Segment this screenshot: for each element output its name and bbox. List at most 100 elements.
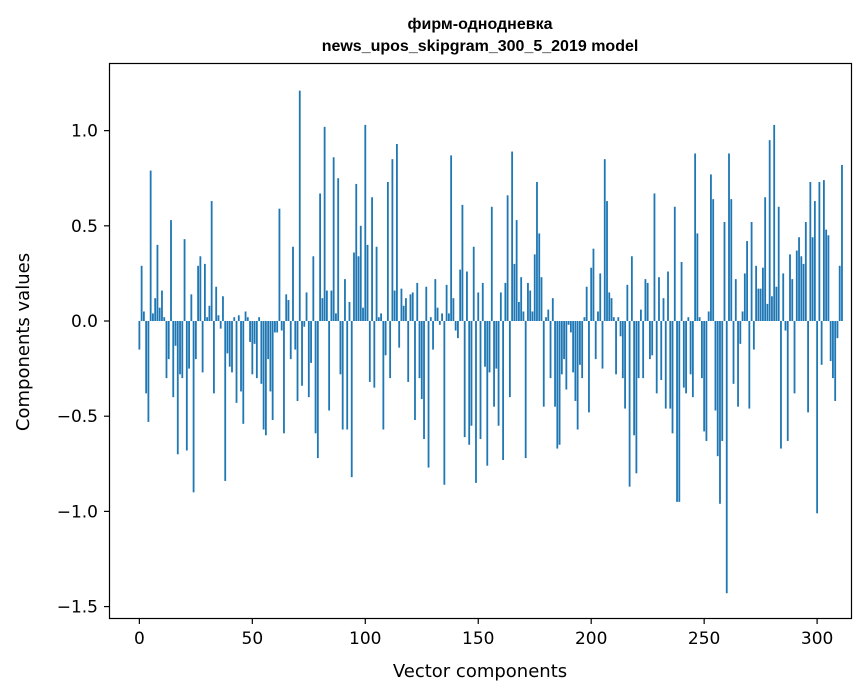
bar	[626, 284, 629, 322]
bar	[210, 201, 213, 322]
bar	[418, 321, 421, 379]
bar	[739, 321, 742, 344]
bar	[167, 321, 170, 360]
bar	[301, 321, 303, 386]
bar	[432, 321, 434, 350]
bar	[452, 298, 455, 322]
bar	[560, 321, 563, 375]
bar	[253, 321, 256, 344]
bar	[488, 321, 491, 373]
bar	[190, 294, 193, 322]
bar	[669, 321, 672, 409]
bar	[344, 279, 346, 322]
bar	[280, 321, 283, 331]
bar	[364, 124, 367, 322]
bar	[140, 265, 143, 322]
bar	[339, 321, 342, 375]
bar	[423, 321, 425, 440]
bar	[443, 321, 446, 485]
bar	[192, 321, 195, 493]
bar	[685, 321, 687, 394]
bar	[707, 311, 710, 322]
bar	[696, 233, 699, 322]
bar	[479, 321, 482, 440]
bar	[597, 311, 599, 322]
bar	[296, 321, 299, 401]
bar	[466, 271, 468, 322]
bar	[174, 321, 177, 346]
bar	[608, 292, 611, 322]
x-tick-label: 50	[242, 629, 264, 649]
bar	[567, 321, 570, 325]
x-axis-label: Vector components	[393, 661, 567, 682]
bar	[267, 321, 270, 360]
bar	[255, 321, 258, 379]
bar	[741, 311, 744, 322]
bar	[321, 298, 324, 322]
bar	[768, 140, 771, 322]
bar	[759, 288, 762, 322]
bar	[743, 273, 746, 322]
bar	[621, 321, 624, 379]
bar	[222, 296, 224, 322]
bar	[323, 126, 326, 322]
bar	[224, 321, 227, 481]
bar	[827, 235, 830, 322]
bar	[576, 321, 579, 430]
bar	[312, 256, 315, 322]
bar	[775, 286, 778, 322]
bar	[802, 263, 805, 322]
x-axis-ticks: 0 50 100 150 200 250 300	[134, 618, 833, 649]
bar	[249, 321, 251, 342]
bar	[176, 321, 179, 455]
bar	[766, 303, 769, 322]
bar	[545, 317, 547, 322]
bar	[262, 321, 265, 430]
bar	[698, 317, 701, 322]
bar	[484, 321, 486, 367]
bar	[630, 256, 633, 322]
bar	[348, 301, 351, 322]
bar	[716, 321, 719, 457]
bar	[547, 309, 550, 322]
bar	[396, 143, 398, 322]
bar	[237, 315, 240, 322]
bar	[235, 321, 238, 403]
bar	[405, 298, 407, 322]
bar	[197, 265, 200, 322]
plot-area-frame	[108, 62, 853, 620]
bar	[592, 248, 595, 322]
bar	[658, 277, 660, 322]
bar	[314, 321, 317, 434]
chart-title-line-1: фирм-однодневка	[408, 16, 553, 33]
bar	[800, 256, 803, 322]
bar	[725, 321, 728, 594]
bar	[558, 321, 561, 445]
bar	[454, 321, 457, 331]
bar	[276, 321, 279, 333]
bar	[664, 321, 667, 409]
bar	[795, 250, 798, 322]
bar	[231, 321, 233, 373]
bar	[497, 321, 500, 426]
bar	[773, 124, 776, 322]
bar	[355, 183, 358, 322]
bar	[538, 233, 541, 322]
bar	[240, 321, 242, 392]
bar	[615, 321, 617, 375]
bar	[427, 321, 430, 468]
bar	[436, 307, 439, 322]
bar	[522, 311, 525, 322]
bar	[642, 321, 645, 379]
bar	[680, 261, 683, 322]
bar	[750, 222, 753, 322]
bar	[777, 206, 780, 322]
bar	[475, 321, 477, 483]
bar	[481, 282, 484, 322]
bar	[258, 317, 261, 322]
x-tick-label: 300	[801, 629, 833, 649]
bar	[147, 321, 150, 422]
bar	[520, 277, 523, 322]
bar	[332, 157, 335, 322]
bar	[203, 263, 206, 322]
